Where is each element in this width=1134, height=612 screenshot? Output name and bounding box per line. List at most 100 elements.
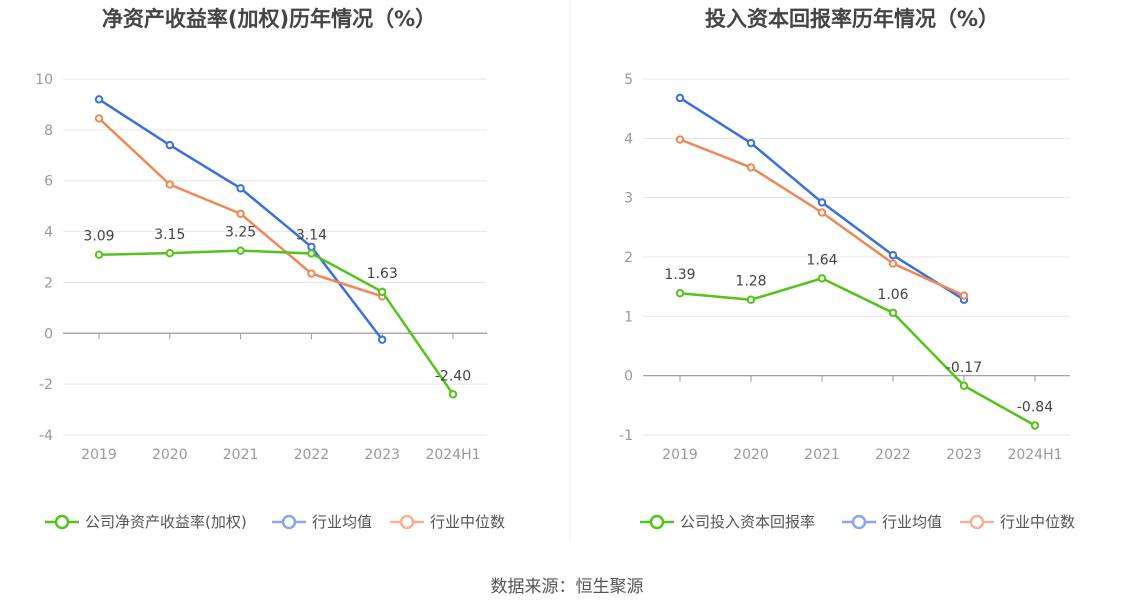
legend-label: 行业均值 xyxy=(882,513,942,531)
x-tick-label: 2024H1 xyxy=(1007,447,1062,463)
data-point[interactable] xyxy=(94,250,104,259)
legend[interactable]: 公司净资产收益率(加权) 行业均值 行业中位数 xyxy=(45,513,505,531)
data-point[interactable] xyxy=(675,135,685,144)
data-point[interactable] xyxy=(165,180,175,189)
data-point[interactable] xyxy=(307,269,316,278)
legend-label: 行业中位数 xyxy=(430,513,505,531)
x-tick-label: 2023 xyxy=(946,447,982,463)
y-axis: 5 4 3 2 1 0 -1 xyxy=(619,72,1070,444)
x-tick-label: 2022 xyxy=(875,447,911,463)
data-point[interactable] xyxy=(959,381,969,390)
data-point[interactable] xyxy=(817,198,827,207)
legend-label: 行业均值 xyxy=(312,513,372,531)
legend-marker-icon xyxy=(649,514,665,530)
x-tick-label: 2020 xyxy=(152,447,188,463)
legend-marker-icon xyxy=(281,514,297,530)
data-point[interactable] xyxy=(675,288,685,298)
x-axis: 2019 2020 2021 2022 2023 2024H1 xyxy=(81,333,481,463)
legend-item[interactable]: 行业中位数 xyxy=(960,513,1075,531)
legend-item[interactable]: 行业中位数 xyxy=(390,513,505,531)
series-line xyxy=(679,277,1036,427)
data-point[interactable] xyxy=(888,308,898,317)
data-point[interactable] xyxy=(817,208,827,217)
data-label: 3.14 xyxy=(296,227,327,243)
data-point[interactable] xyxy=(307,249,316,258)
data-point[interactable] xyxy=(817,274,827,283)
y-tick-label: 0 xyxy=(624,369,633,385)
legend-marker-icon xyxy=(851,514,867,530)
x-tick-label: 2022 xyxy=(294,447,330,463)
y-tick-label: 10 xyxy=(35,72,53,88)
data-point[interactable] xyxy=(746,138,756,148)
data-label: 1.64 xyxy=(806,252,837,268)
x-tick-label: 2023 xyxy=(364,447,400,463)
data-label: -0.17 xyxy=(946,360,982,376)
data-point[interactable] xyxy=(94,114,104,123)
y-tick-label: -4 xyxy=(39,428,53,444)
data-label: 1.06 xyxy=(877,287,908,303)
data-point[interactable] xyxy=(307,242,316,252)
y-tick-label: 8 xyxy=(44,123,53,139)
data-point[interactable] xyxy=(1030,421,1040,430)
x-tick-label: 2019 xyxy=(662,447,698,463)
chart-title: 投入资本回报率历年情况（%） xyxy=(705,7,999,31)
series-line xyxy=(98,249,455,396)
data-point[interactable] xyxy=(94,95,104,104)
chart-title: 净资产收益率(加权)历年情况（%） xyxy=(102,7,436,31)
legend-item[interactable]: 公司投入资本回报率 xyxy=(640,513,815,531)
x-tick-label: 2021 xyxy=(223,447,259,463)
legend-label: 公司投入资本回报率 xyxy=(680,513,815,531)
data-point[interactable] xyxy=(236,246,245,255)
y-tick-label: 6 xyxy=(44,174,53,190)
y-tick-label: -2 xyxy=(39,377,53,393)
data-label: -2.40 xyxy=(435,368,471,384)
data-point[interactable] xyxy=(378,335,387,344)
legend-item[interactable]: 行业均值 xyxy=(842,513,942,531)
data-point[interactable] xyxy=(236,184,245,193)
legend-marker-icon xyxy=(54,514,70,530)
series-line xyxy=(98,98,384,341)
data-point[interactable] xyxy=(448,390,458,399)
data-point[interactable] xyxy=(746,163,756,172)
data-point[interactable] xyxy=(888,259,898,268)
y-tick-label: 5 xyxy=(624,72,633,88)
legend-label: 行业中位数 xyxy=(1000,513,1075,531)
x-axis: 2019 2020 2021 2022 2023 2024H1 xyxy=(662,375,1063,463)
data-point[interactable] xyxy=(236,209,245,218)
data-point[interactable] xyxy=(378,287,387,297)
plot-area: 1.39 1.28 1.64 1.06 -0.17 -0.84 xyxy=(664,93,1053,430)
data-label: 1.28 xyxy=(735,274,766,290)
y-tick-label: 4 xyxy=(44,225,53,241)
data-label: 3.25 xyxy=(225,225,256,241)
data-point[interactable] xyxy=(746,295,756,304)
x-tick-label: 2024H1 xyxy=(425,447,480,463)
data-label: 3.09 xyxy=(83,229,114,245)
data-label: 1.39 xyxy=(664,267,695,283)
legend-marker-icon xyxy=(969,514,985,530)
data-point[interactable] xyxy=(888,251,898,260)
data-label: 1.63 xyxy=(367,266,398,282)
y-tick-label: 4 xyxy=(624,131,633,147)
legend[interactable]: 公司投入资本回报率 行业均值 行业中位数 xyxy=(640,513,1075,531)
data-point[interactable] xyxy=(165,140,175,150)
y-tick-label: 2 xyxy=(624,250,633,266)
x-tick-label: 2020 xyxy=(733,447,769,463)
y-tick-label: 3 xyxy=(624,191,633,207)
x-tick-label: 2019 xyxy=(81,447,117,463)
chart-roic: 投入资本回报率历年情况（%） 5 4 3 2 1 0 -1 2019 2020 2021 2022… xyxy=(619,7,1075,531)
y-tick-label: 2 xyxy=(44,275,53,291)
data-point[interactable] xyxy=(959,291,969,300)
legend-label: 公司净资产收益率(加权) xyxy=(85,513,247,531)
y-axis: 10 8 6 4 2 0 -2 -4 xyxy=(35,72,487,444)
y-tick-label: -1 xyxy=(619,428,633,444)
data-point[interactable] xyxy=(165,248,175,258)
data-source-note: 数据来源：恒生聚源 xyxy=(490,577,644,597)
x-tick-label: 2021 xyxy=(804,447,840,463)
legend-item[interactable]: 行业均值 xyxy=(272,513,372,531)
data-label: -0.84 xyxy=(1017,400,1053,416)
data-label: 3.15 xyxy=(154,227,185,243)
legend-item[interactable]: 公司净资产收益率(加权) xyxy=(45,513,247,531)
data-point[interactable] xyxy=(675,93,685,103)
